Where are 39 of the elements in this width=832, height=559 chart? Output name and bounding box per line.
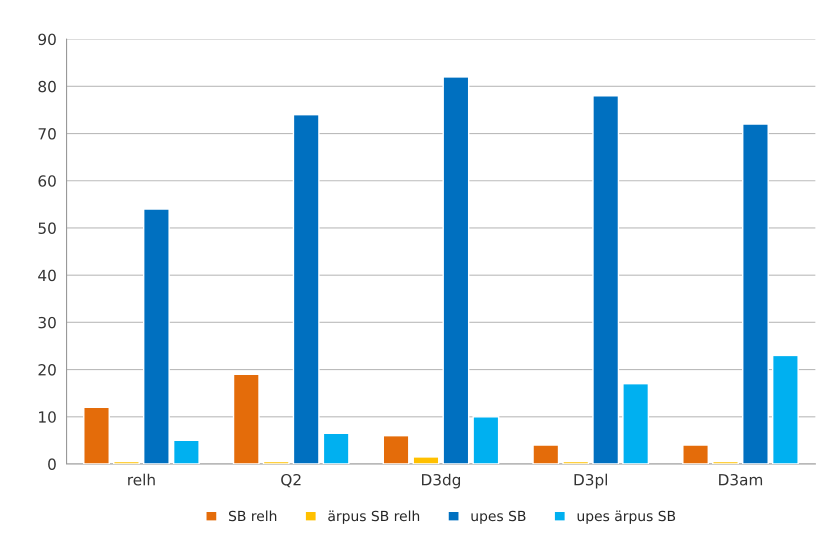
x-tick-label: Q2 — [281, 474, 301, 488]
bar — [262, 460, 290, 464]
y-tick-label: 0 — [48, 458, 56, 470]
bar — [592, 95, 620, 464]
legend-label: ärpus SB relh — [328, 510, 420, 524]
y-tick-label: 40 — [38, 270, 56, 282]
bar — [292, 114, 320, 464]
y-tick-label: 60 — [38, 175, 56, 187]
bar — [382, 434, 410, 464]
x-tick-label: D3pl — [574, 474, 607, 488]
y-tick-label: 90 — [38, 34, 56, 46]
bar — [442, 76, 470, 464]
bar — [322, 432, 350, 464]
bar — [682, 444, 709, 464]
y-tick-label: 50 — [38, 222, 56, 234]
y-tick-label: 70 — [38, 128, 56, 140]
bar — [412, 456, 440, 464]
y-tick-label: 80 — [38, 80, 56, 92]
bar — [83, 406, 110, 464]
bar — [772, 354, 799, 464]
legend-label: upes SB — [471, 510, 526, 524]
bar — [142, 208, 170, 464]
bar — [742, 123, 769, 464]
bar — [472, 416, 500, 464]
bar — [562, 460, 590, 464]
x-tick-label: D3dg — [422, 474, 460, 488]
bar — [232, 374, 260, 464]
bar — [113, 460, 140, 464]
y-tick-label: 30 — [38, 316, 56, 328]
bar — [532, 444, 560, 464]
bar — [712, 460, 739, 464]
y-tick-label: 20 — [38, 364, 56, 376]
bar — [622, 383, 650, 464]
y-tick-label: 10 — [39, 411, 56, 423]
x-tick-label: relh — [128, 474, 155, 486]
legend-label: SB relh — [228, 510, 276, 522]
x-tick-label: D3am — [719, 474, 762, 486]
bar — [172, 440, 200, 464]
legend-label: upes ärpus SB — [578, 510, 676, 524]
